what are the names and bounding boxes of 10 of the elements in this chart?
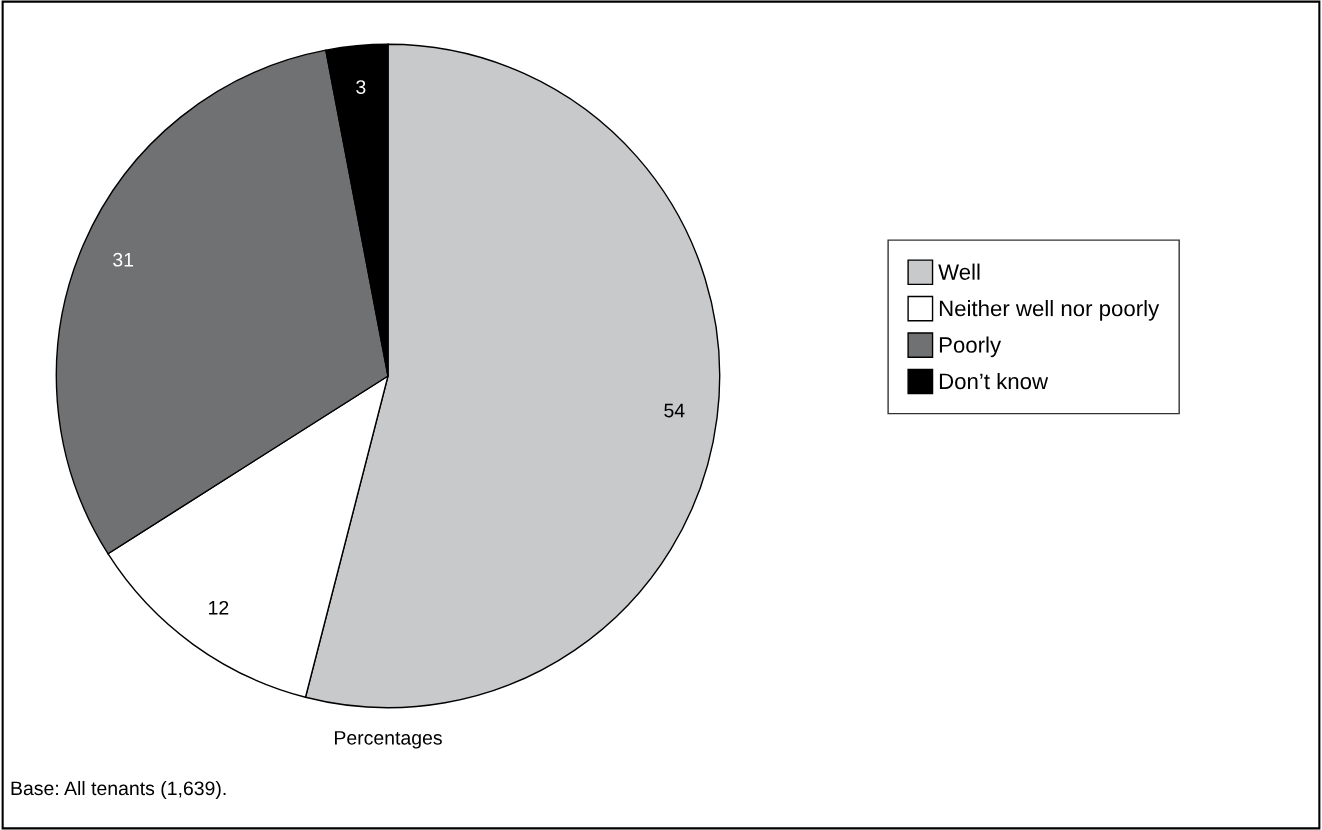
text: Percentages bbox=[335, 731, 442, 749]
legend-label: Well bbox=[938, 263, 980, 280]
data-label: 12 bbox=[209, 600, 229, 615]
data-label: 54 bbox=[664, 403, 685, 418]
text: Base: All tenants (1,639). bbox=[11, 780, 226, 800]
legend-label: Poorly bbox=[939, 336, 1002, 358]
data-label: 3 bbox=[356, 80, 366, 94]
data-label: 31 bbox=[113, 252, 134, 267]
legend-label: Neither well nor poorly bbox=[939, 300, 1160, 321]
legend-label: Don’t know bbox=[939, 372, 1049, 390]
